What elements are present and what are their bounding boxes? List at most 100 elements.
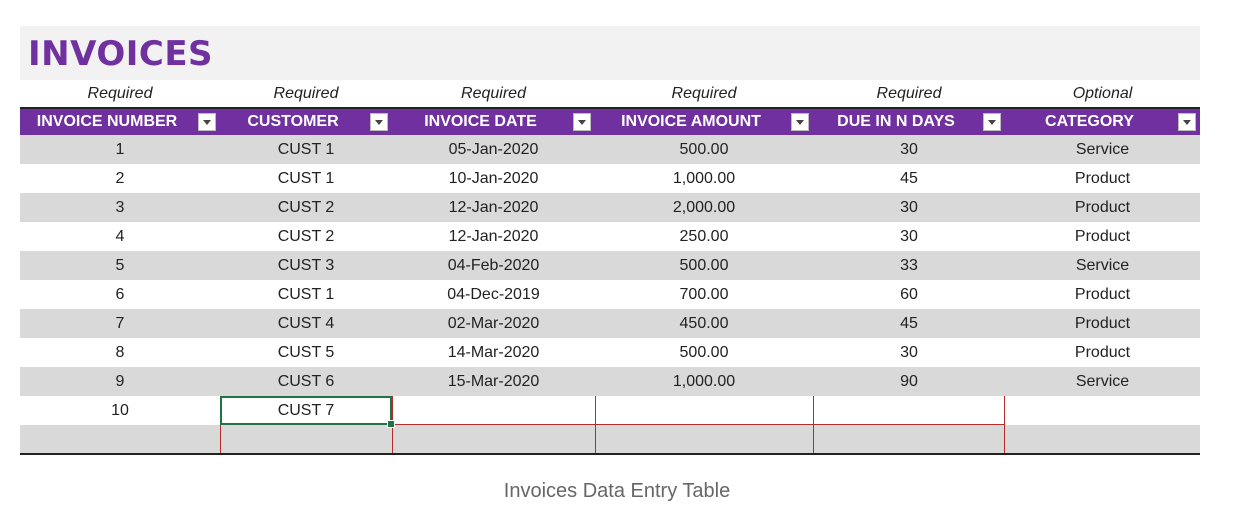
header-due-days: DUE IN N DAYS — [813, 109, 1005, 135]
cell-category[interactable]: Product — [1074, 343, 1131, 361]
table-row: 5 CUST 3 04-Feb-2020 500.00 33 Service — [20, 251, 1200, 280]
cell-customer[interactable] — [220, 425, 392, 454]
cell-invoice-date[interactable]: 14-Mar-2020 — [447, 343, 540, 361]
header-label: CUSTOMER — [247, 113, 339, 130]
cell-customer[interactable]: CUST 1 — [277, 285, 335, 303]
cell-invoice-date[interactable]: 04-Feb-2020 — [447, 256, 540, 274]
cell-category[interactable]: Service — [1075, 140, 1130, 158]
cell-invoice-number[interactable] — [20, 425, 220, 454]
cell-due-days[interactable]: 90 — [900, 372, 918, 390]
cell-invoice-date[interactable]: 12-Jan-2020 — [448, 227, 539, 245]
cell-due-days[interactable]: 45 — [900, 314, 918, 332]
table-row: 2 CUST 1 10-Jan-2020 1,000.00 45 Product — [20, 164, 1200, 193]
header-label: INVOICE NUMBER — [36, 113, 178, 130]
cell-due-days[interactable]: 60 — [900, 285, 918, 303]
header-invoice-amount: INVOICE AMOUNT — [595, 109, 813, 135]
req-category: Optional — [1072, 85, 1133, 102]
table-header: INVOICE NUMBER CUSTOMER INVOICE DATE INV… — [20, 107, 1200, 135]
cell-category[interactable]: Service — [1075, 372, 1130, 390]
chevron-down-icon[interactable] — [573, 113, 591, 131]
cell-invoice-date[interactable]: 04-Dec-2019 — [447, 285, 540, 303]
cell-customer[interactable]: CUST 1 — [277, 169, 335, 187]
cell-invoice-number[interactable]: 1 — [115, 140, 125, 158]
header-category: CATEGORY — [1005, 109, 1200, 135]
cell-invoice-date[interactable] — [392, 425, 595, 454]
cell-category[interactable] — [1005, 396, 1200, 425]
cell-invoice-amount[interactable] — [595, 396, 813, 425]
cell-invoice-amount[interactable]: 500.00 — [679, 140, 729, 158]
cell-invoice-number[interactable]: 4 — [115, 227, 125, 245]
header-label: INVOICE DATE — [424, 113, 537, 130]
chevron-down-icon[interactable] — [983, 113, 1001, 131]
chevron-down-icon[interactable] — [198, 113, 216, 131]
cell-due-days[interactable]: 33 — [900, 256, 918, 274]
cell-invoice-amount[interactable]: 500.00 — [679, 256, 729, 274]
cell-category[interactable]: Product — [1074, 285, 1131, 303]
cell-category[interactable]: Product — [1074, 169, 1131, 187]
cell-invoice-amount[interactable]: 250.00 — [679, 227, 729, 245]
cell-customer[interactable]: CUST 4 — [277, 314, 335, 332]
cell-invoice-date[interactable]: 15-Mar-2020 — [447, 372, 540, 390]
cell-invoice-date[interactable] — [392, 396, 595, 425]
cell-invoice-number[interactable]: 6 — [115, 285, 125, 303]
cell-customer[interactable]: CUST 1 — [277, 140, 335, 158]
header-invoice-date: INVOICE DATE — [392, 109, 595, 135]
cell-due-days[interactable]: 30 — [900, 227, 918, 245]
cell-invoice-number[interactable]: 9 — [115, 372, 125, 390]
header-label: INVOICE AMOUNT — [621, 113, 761, 130]
cell-invoice-date[interactable]: 05-Jan-2020 — [448, 140, 539, 158]
cell-customer[interactable]: CUST 5 — [277, 343, 335, 361]
cell-invoice-number[interactable]: 2 — [115, 169, 125, 187]
cell-due-days[interactable]: 45 — [900, 169, 918, 187]
table-row: 7 CUST 4 02-Mar-2020 450.00 45 Product — [20, 309, 1200, 338]
header-customer: CUSTOMER — [220, 109, 392, 135]
cell-text: CUST 7 — [277, 401, 335, 419]
cell-invoice-amount[interactable]: 700.00 — [679, 285, 729, 303]
cell-invoice-date[interactable]: 10-Jan-2020 — [448, 169, 539, 187]
req-invoice-date: Required — [461, 85, 526, 102]
cell-invoice-amount[interactable] — [595, 425, 813, 454]
chevron-down-icon[interactable] — [1178, 113, 1196, 131]
table-row: 6 CUST 1 04-Dec-2019 700.00 60 Product — [20, 280, 1200, 309]
cell-invoice-amount[interactable]: 500.00 — [679, 343, 729, 361]
table-row: 8 CUST 5 14-Mar-2020 500.00 30 Product — [20, 338, 1200, 367]
table-row-entry — [20, 425, 1200, 454]
cell-invoice-amount[interactable]: 2,000.00 — [672, 198, 736, 216]
cell-customer[interactable]: CUST 6 — [277, 372, 335, 390]
cell-invoice-number[interactable]: 8 — [115, 343, 125, 361]
cell-category[interactable]: Product — [1074, 198, 1131, 216]
fill-handle[interactable] — [387, 420, 395, 428]
cell-due-days[interactable]: 30 — [900, 343, 918, 361]
table-row: 3 CUST 2 12-Jan-2020 2,000.00 30 Product — [20, 193, 1200, 222]
table-row: 4 CUST 2 12-Jan-2020 250.00 30 Product — [20, 222, 1200, 251]
cell-category[interactable]: Product — [1074, 314, 1131, 332]
cell-category[interactable] — [1005, 425, 1200, 454]
cell-customer[interactable]: CUST 2 — [277, 198, 335, 216]
cell-invoice-number[interactable]: 3 — [115, 198, 125, 216]
table-row-entry: 10 CUST 7 — [20, 396, 1200, 428]
cell-category[interactable]: Service — [1075, 256, 1130, 274]
cell-due-days[interactable]: 30 — [900, 198, 918, 216]
cell-invoice-amount[interactable]: 450.00 — [679, 314, 729, 332]
cell-invoice-amount[interactable]: 1,000.00 — [672, 372, 736, 390]
req-due-days: Required — [876, 85, 942, 102]
cell-due-days[interactable] — [813, 396, 1005, 425]
cell-invoice-date[interactable]: 02-Mar-2020 — [447, 314, 540, 332]
cell-due-days[interactable] — [813, 425, 1005, 454]
chevron-down-icon[interactable] — [791, 113, 809, 131]
cell-invoice-number[interactable]: 7 — [115, 314, 125, 332]
req-invoice-number: Required — [87, 85, 153, 102]
cell-invoice-number[interactable]: 10 — [111, 401, 129, 419]
cell-due-days[interactable]: 30 — [900, 140, 918, 158]
cell-category[interactable]: Product — [1074, 227, 1131, 245]
table-body: 1 CUST 1 05-Jan-2020 500.00 30 Service 2… — [20, 135, 1200, 454]
cell-invoice-amount[interactable]: 1,000.00 — [672, 169, 736, 187]
cell-invoice-date[interactable]: 12-Jan-2020 — [448, 198, 539, 216]
title-band: INVOICES — [20, 26, 1200, 80]
cell-customer[interactable]: CUST 3 — [277, 256, 335, 274]
chevron-down-icon[interactable] — [370, 113, 388, 131]
cell-customer-selected[interactable]: CUST 7 — [220, 396, 395, 428]
cell-customer[interactable]: CUST 2 — [277, 227, 335, 245]
table-row: 1 CUST 1 05-Jan-2020 500.00 30 Service — [20, 135, 1200, 164]
cell-invoice-number[interactable]: 5 — [115, 256, 125, 274]
